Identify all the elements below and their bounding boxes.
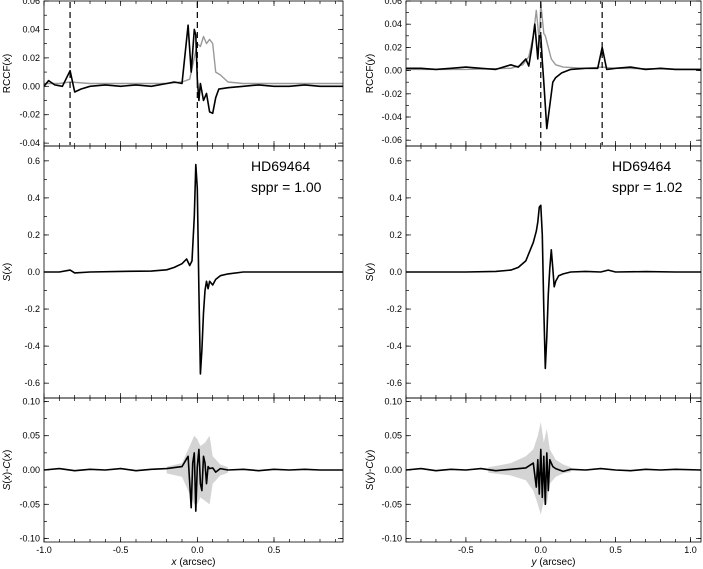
panel-top-left-frame [43,0,344,147]
panel-bottom-right-ytick-label: -0.05 [381,499,402,509]
panel-middle-right-annotation-line-1: sppr = 1.02 [612,179,683,195]
panel-top-left-ytick-label: 0.06 [22,0,40,6]
panel-bottom-left-xlabel: x (arcsec) [171,557,216,568]
panel-top-left-ylabel: RCCF(x) [2,54,13,93]
panel-bottom-right-xtick-label: 0.0 [535,545,548,555]
panel-top-right-series-reference-line [406,2,701,71]
panel-bottom-right-ytick-label: -0.10 [381,534,402,544]
panel-top-right-ytick-label: -0.06 [381,135,402,145]
panel-middle-right-ytick-label: 0.6 [389,156,402,166]
panel-bottom-right-xlabel: y (arcsec) [531,557,576,568]
panel-bottom-right-ytick-label: 0.05 [384,431,402,441]
panel-bottom-right-xtick-label: -0.5 [458,545,474,555]
panel-middle-left-ylabel: S(x) [2,263,13,281]
panel-bottom-left-ytick-label: 0.00 [22,465,40,475]
panel-top-right-ytick-label: -0.04 [381,112,402,122]
panel-top-right-ytick-label: 0.04 [384,19,402,29]
panel-bottom-right-series-primary-line [406,448,701,506]
panel-middle-left-ytick-label: 0.4 [27,193,40,203]
panel-bottom-left-series-primary-line [44,448,343,512]
panel-middle-right-ytick-label: -0.4 [386,341,402,351]
panel-middle-left-series-primary-line [44,163,343,375]
panel-bottom-left-xtick-label: -1.0 [36,545,52,555]
panel-top-left-series-primary-line [44,24,343,115]
panel-top-left-ytick-label: 0.00 [22,81,40,91]
panel-middle-left-ytick-label: -0.2 [24,304,40,314]
panel-top-right-ytick-label: 0.02 [384,42,402,52]
panel-top-right-frame [405,0,702,147]
panel-middle-right-ytick-label: -0.2 [386,304,402,314]
panel-bottom-right-ytick-label: 0.00 [384,465,402,475]
panel-middle-right-ytick-label: 0.0 [389,267,402,277]
panel-top-left-ytick-label: -0.02 [19,110,40,120]
panel-middle-right-ylabel: S(y) [365,263,376,281]
panel-middle-left-ytick-label: 0.0 [27,267,40,277]
panel-top-left: -0.04 -0.02 0.00 0.02 0.04 0.06 RCCF(x) [2,0,344,148]
panel-bottom-left-xtick-label: -0.5 [113,545,129,555]
panel-bottom-left-ytick-label: -0.10 [19,534,40,544]
panel-bottom-right-ytick-label: 0.10 [384,396,402,406]
panel-top-right-ylabel: RCCF(y) [365,54,376,93]
panel-top-right: -0.06 -0.04 -0.02 0.00 0.02 0.04 0.06 RCCF(y) [365,0,702,147]
panel-middle-left-ytick-label: -0.6 [24,378,40,388]
panel-middle-right: -0.6 -0.4 -0.2 0.0 0.2 0.4 0.6 S(y) HD69464 sppr … [365,145,702,399]
panel-middle-left: -0.6 -0.4 -0.2 0.0 0.2 0.4 0.6 S(x) HD69464 sppr … [2,145,344,399]
panel-top-left-ytick-label: 0.02 [22,53,40,63]
panel-middle-right-ytick-label: 0.4 [389,193,402,203]
panel-bottom-right-error-band [488,422,571,515]
panel-middle-left-annotation-line-1: sppr = 1.00 [251,179,322,195]
panel-middle-right-series-primary-line [406,204,701,370]
panel-top-right-ytick-label: -0.02 [381,89,402,99]
panel-bottom-left: -0.10 -0.05 0.00 0.05 0.10 -1.0 -0.5 0.0 0.5 S(x)… [2,396,344,568]
panel-bottom-right: -0.10 -0.05 0.00 0.05 0.10 -0.5 0.0 0.5 1.0 S(y)-… [365,396,702,568]
panel-top-left-series-reference-line [44,35,343,85]
panel-middle-right-ytick-label: 0.2 [389,230,402,240]
panel-bottom-right-xtick-label: 0.5 [609,545,622,555]
panel-middle-left-ytick-label: 0.6 [27,156,40,166]
panel-middle-right-ytick-label: -0.6 [386,378,402,388]
panel-bottom-left-xtick-label: 0.5 [268,545,281,555]
panel-bottom-left-ytick-label: 0.05 [22,431,40,441]
panel-middle-left-ytick-label: 0.2 [27,230,40,240]
panel-middle-right-annotation-line-0: HD69464 [612,158,671,174]
panel-top-right-series-primary-line [406,23,701,130]
panel-bottom-right-ylabel: S(y)-C(y) [365,450,376,491]
panel-bottom-left-xtick-label: 0.0 [191,545,204,555]
panel-bottom-left-ytick-label: -0.05 [19,499,40,509]
panel-middle-left-ytick-label: -0.4 [24,341,40,351]
panel-bottom-left-ytick-label: 0.10 [22,396,40,406]
panel-bottom-left-ylabel: S(x)-C(x) [2,450,13,491]
panel-top-left-ytick-label: 0.04 [22,24,40,34]
panel-middle-left-annotation-line-0: HD69464 [251,158,310,174]
panel-bottom-right-xtick-label: 1.0 [684,545,697,555]
panel-top-left-ytick-label: -0.04 [19,138,40,148]
panel-top-right-ytick-label: 0.00 [384,66,402,76]
panel-top-right-ytick-label: 0.06 [384,0,402,6]
